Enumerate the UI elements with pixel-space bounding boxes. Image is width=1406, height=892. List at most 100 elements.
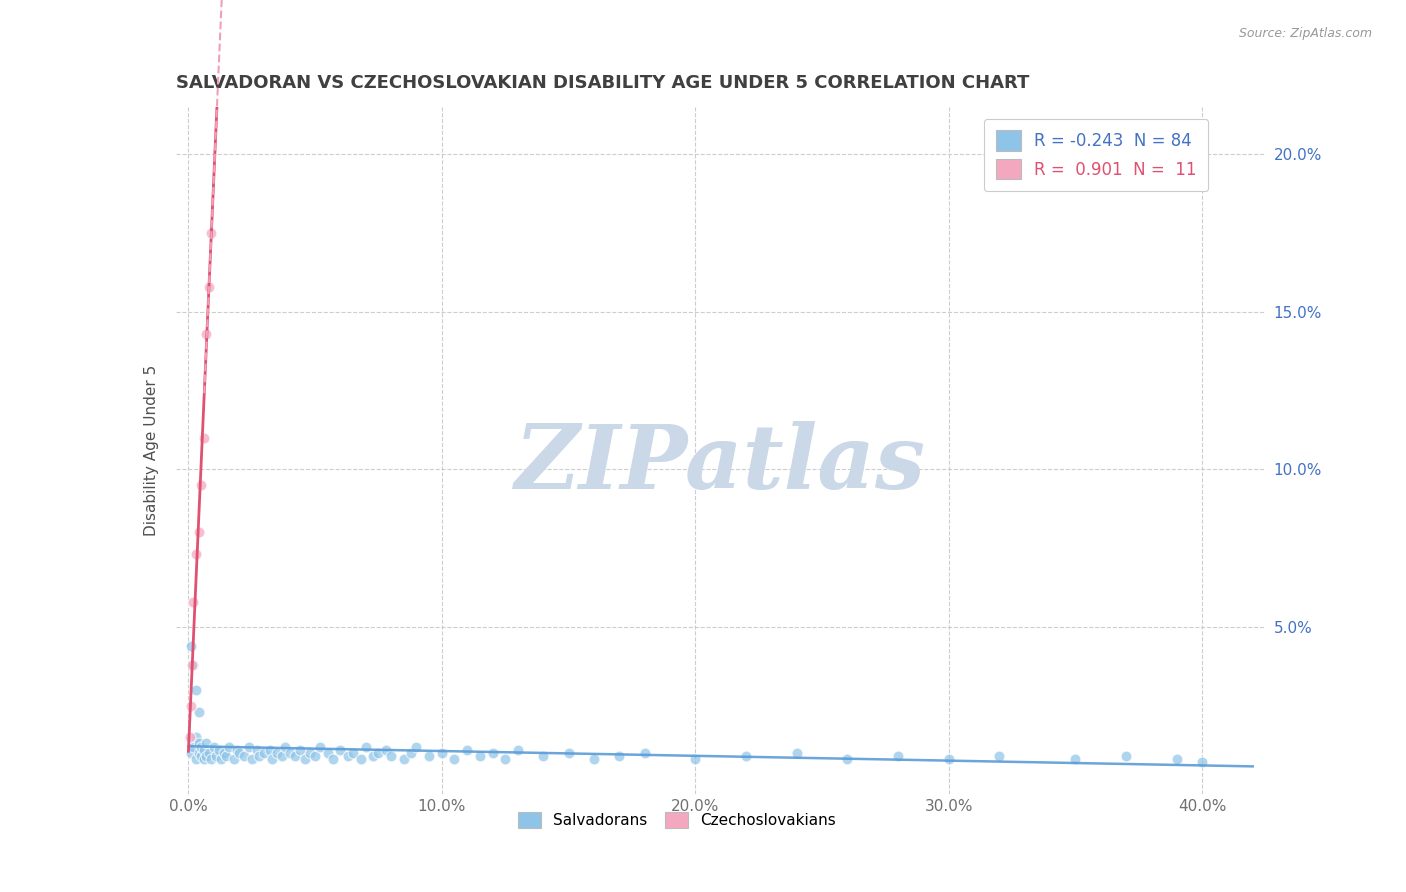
Point [401,746,423,760]
Point [187,736,209,750]
Point [184,752,207,766]
Point [197,279,219,293]
Point [197,746,219,760]
Point [187,525,209,540]
Y-axis label: Disability Age Under 5: Disability Age Under 5 [143,365,159,536]
Point [200,752,222,766]
Point [468,749,491,764]
Point [183,657,205,672]
Point [202,739,225,754]
Point [607,749,630,764]
Point [233,749,256,764]
Point [430,746,453,760]
Point [288,743,311,757]
Text: ZIPatlas: ZIPatlas [515,421,927,508]
Point [316,746,339,760]
Point [837,752,859,766]
Point [183,739,205,754]
Point [246,743,269,757]
Legend: Salvadorans, Czechoslovakians: Salvadorans, Czechoslovakians [512,806,842,834]
Point [190,749,212,764]
Point [380,749,402,764]
Point [187,705,209,719]
Point [557,746,579,760]
Point [735,749,758,764]
Point [938,752,960,766]
Point [443,752,465,766]
Point [225,743,247,757]
Point [786,746,808,760]
Point [309,739,332,754]
Point [299,746,322,760]
Point [329,743,352,757]
Point [259,743,281,757]
Point [253,746,276,760]
Point [195,326,218,341]
Point [481,746,503,760]
Point [205,749,228,764]
Text: SALVADORAN VS CZECHOSLOVAKIAN DISABILITY AGE UNDER 5 CORRELATION CHART: SALVADORAN VS CZECHOSLOVAKIAN DISABILITY… [176,74,1029,92]
Point [180,698,202,713]
Point [195,736,218,750]
Point [284,749,307,764]
Point [304,749,326,764]
Point [193,743,215,757]
Point [342,746,364,760]
Point [337,749,360,764]
Point [181,657,204,672]
Point [193,431,215,445]
Point [375,743,398,757]
Point [1064,752,1087,766]
Point [187,746,209,760]
Point [200,226,222,240]
Point [260,752,283,766]
Point [392,752,415,766]
Point [218,739,240,754]
Point [367,746,389,760]
Point [274,739,297,754]
Point [184,548,207,562]
Point [1166,752,1188,766]
Point [190,739,212,754]
Point [988,749,1011,764]
Point [240,752,263,766]
Point [506,743,529,757]
Point [266,746,288,760]
Point [363,749,385,764]
Point [354,739,377,754]
Point [193,752,215,766]
Point [195,749,218,764]
Point [1115,749,1137,764]
Point [228,746,250,760]
Point [405,739,427,754]
Point [184,730,207,744]
Point [322,752,344,766]
Point [238,739,260,754]
Point [683,752,706,766]
Point [294,752,316,766]
Point [582,752,605,766]
Point [278,746,301,760]
Point [1191,756,1213,770]
Point [209,752,232,766]
Point [271,749,294,764]
Text: Source: ZipAtlas.com: Source: ZipAtlas.com [1239,27,1372,40]
Point [494,752,516,766]
Point [212,746,235,760]
Point [222,752,245,766]
Point [633,746,655,760]
Point [190,478,212,492]
Point [183,595,205,609]
Point [350,752,373,766]
Point [215,749,238,764]
Point [180,639,202,653]
Point [456,743,478,757]
Point [887,749,910,764]
Point [180,746,202,760]
Point [179,730,201,744]
Point [208,743,231,757]
Point [184,682,207,697]
Point [247,749,270,764]
Point [418,749,440,764]
Point [531,749,554,764]
